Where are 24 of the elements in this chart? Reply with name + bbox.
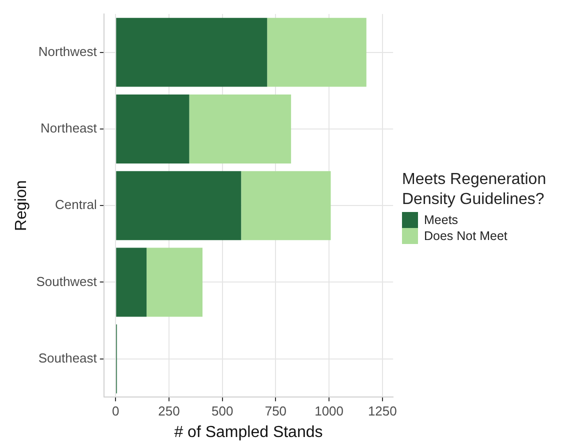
bar <box>241 171 331 240</box>
bar <box>146 248 202 317</box>
x-tick-label: 750 <box>264 404 287 419</box>
bar <box>116 94 190 164</box>
x-tick-label: 1000 <box>314 404 344 419</box>
legend-label: Does Not Meet <box>424 229 508 243</box>
x-tick-label: 500 <box>211 404 234 419</box>
y-tick-label: Northwest <box>38 44 98 59</box>
legend-label: Meets <box>424 213 458 227</box>
legend-title: Meets Regeneration Density Guidelines? <box>402 170 548 210</box>
y-tick-label: Northeast <box>40 120 98 136</box>
x-tick-label: 250 <box>158 404 180 419</box>
x-axis-title: # of Sampled Stands <box>174 424 323 441</box>
bar <box>116 18 268 87</box>
y-axis-title: Region <box>13 180 30 231</box>
bar <box>116 248 147 317</box>
x-tick-label: 1250 <box>368 404 397 419</box>
y-tick-label: Central <box>54 197 97 212</box>
bar <box>267 18 366 87</box>
y-tick-label: Southeast <box>38 350 98 366</box>
y-tick-label: Southwest <box>36 274 98 289</box>
bar <box>189 94 292 164</box>
x-tick-label: 0 <box>112 404 120 419</box>
bar <box>116 171 242 240</box>
